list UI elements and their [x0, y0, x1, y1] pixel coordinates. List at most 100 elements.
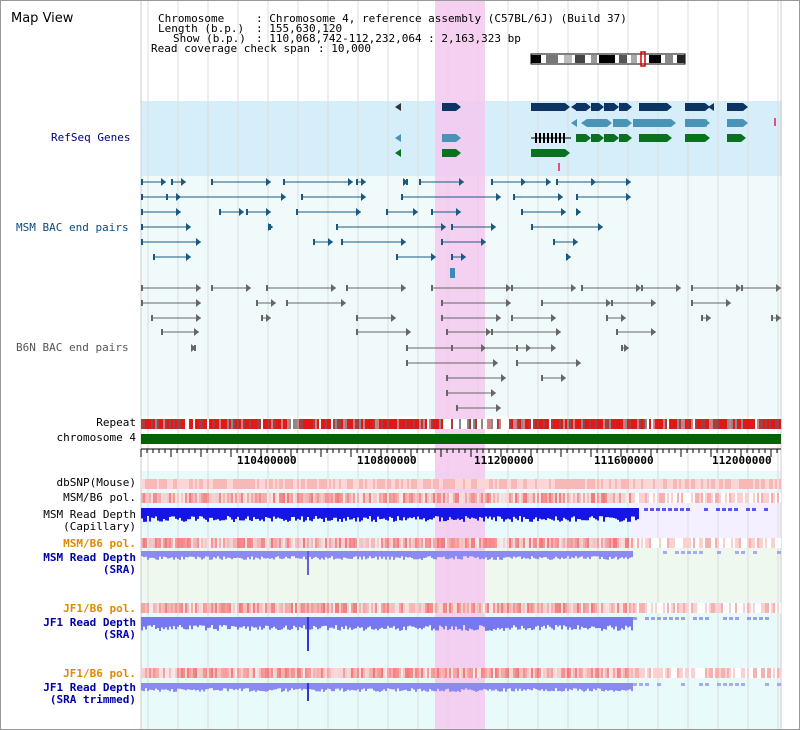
polymorphism-cell	[263, 538, 265, 548]
polymorphism-cell	[161, 479, 163, 489]
polymorphism-cell	[635, 538, 637, 548]
polymorphism-cell	[763, 668, 765, 678]
polymorphism-cell	[685, 603, 687, 613]
read-depth-bar	[547, 551, 549, 559]
read-depth-bar	[547, 508, 549, 519]
read-depth-bar	[247, 508, 249, 517]
polymorphism-cell	[309, 603, 311, 613]
read-depth-bar	[285, 683, 287, 689]
read-depth-bar	[403, 617, 405, 627]
polymorphism-cell	[379, 668, 381, 678]
repeat-segment	[425, 419, 427, 429]
polymorphism-cell	[287, 538, 289, 548]
polymorphism-cell	[505, 479, 507, 489]
read-depth-bar	[269, 508, 271, 519]
polymorphism-cell	[415, 479, 417, 489]
read-depth-bar	[461, 551, 463, 560]
read-depth-bar	[243, 508, 245, 521]
repeat-segment	[543, 419, 545, 429]
polymorphism-cell	[555, 479, 557, 489]
read-depth-bar	[239, 683, 241, 689]
repeat-segment	[731, 419, 733, 429]
polymorphism-cell	[763, 538, 765, 548]
repeat-segment	[505, 419, 507, 429]
read-depth-bar	[541, 683, 543, 690]
track-label-msm-bac[interactable]: MSM BAC end pairs	[16, 221, 129, 234]
read-depth-bar	[583, 508, 585, 521]
gene-exon	[591, 103, 599, 111]
polymorphism-cell	[379, 603, 381, 613]
read-depth-bar	[229, 508, 231, 518]
track-label-b6n-bac[interactable]: B6N BAC end pairs	[16, 341, 129, 354]
read-depth-bar	[289, 508, 291, 521]
bac-end-arrow	[161, 178, 166, 186]
read-depth-bar	[261, 508, 263, 520]
polymorphism-cell	[273, 538, 275, 548]
read-depth-bar	[513, 617, 515, 626]
read-depth-bar	[319, 683, 321, 692]
read-depth-bar	[315, 683, 317, 692]
read-depth-bar	[213, 617, 215, 630]
read-depth-bar	[273, 617, 275, 627]
polymorphism-cell	[773, 668, 775, 678]
bac-end	[606, 315, 608, 321]
read-depth-bar	[319, 508, 321, 519]
polymorphism-cell	[487, 668, 489, 678]
read-depth-bar	[605, 551, 607, 560]
polymorphism-cell	[215, 538, 217, 548]
read-depth-bar	[233, 508, 235, 522]
length-value: : 155,630,120	[256, 22, 343, 35]
read-depth-bar	[207, 551, 209, 557]
polymorphism-cell	[519, 538, 521, 548]
polymorphism-cell	[631, 668, 633, 678]
repeat-segment	[553, 419, 555, 429]
polymorphism-cell	[571, 603, 573, 613]
polymorphism-cell	[505, 603, 507, 613]
polymorphism-cell	[527, 603, 529, 613]
repeat-segment	[489, 419, 491, 429]
read-depth-bar	[499, 508, 501, 517]
polymorphism-cell	[389, 538, 391, 548]
read-depth-bar	[469, 683, 471, 690]
read-depth-bar	[735, 551, 739, 554]
read-depth-bar	[191, 551, 193, 557]
polymorphism-cell	[183, 603, 185, 613]
polymorphism-cell	[517, 603, 519, 613]
polymorphism-cell	[605, 538, 607, 548]
read-depth-bar	[567, 508, 569, 521]
gene-strand-arrow	[667, 134, 672, 142]
read-depth-bar	[505, 683, 507, 692]
read-depth-bar	[377, 683, 379, 692]
polymorphism-cell	[549, 493, 551, 503]
polymorphism-cell	[169, 493, 171, 503]
read-depth-bar	[529, 617, 531, 629]
polymorphism-cell	[585, 538, 587, 548]
polymorphism-cell	[491, 603, 493, 613]
polymorphism-cell	[545, 493, 547, 503]
read-depth-bar	[333, 551, 335, 560]
read-depth-bar	[231, 551, 233, 560]
polymorphism-cell	[585, 603, 587, 613]
read-depth-bar	[143, 683, 145, 692]
repeat-segment	[681, 419, 683, 429]
polymorphism-cell	[403, 493, 405, 503]
polymorphism-cell	[371, 493, 373, 503]
repeat-segment	[249, 419, 251, 429]
read-depth-spike	[307, 551, 309, 575]
read-depth-bar	[429, 551, 431, 557]
read-depth-bar	[525, 683, 527, 691]
read-depth-bar	[339, 551, 341, 559]
read-depth-bar	[515, 617, 517, 628]
track-label-refseq[interactable]: RefSeq Genes	[51, 131, 131, 144]
polymorphism-cell	[653, 493, 655, 503]
bac-end-arrow	[491, 389, 496, 397]
polymorphism-cell	[637, 479, 639, 489]
polymorphism-cell	[735, 538, 737, 548]
polymorphism-cell	[303, 668, 305, 678]
polymorphism-cell	[441, 493, 443, 503]
polymorphism-cell	[397, 603, 399, 613]
gene-strand-arrow	[456, 134, 461, 142]
polymorphism-cell	[663, 603, 665, 613]
read-depth-bar	[407, 551, 409, 558]
